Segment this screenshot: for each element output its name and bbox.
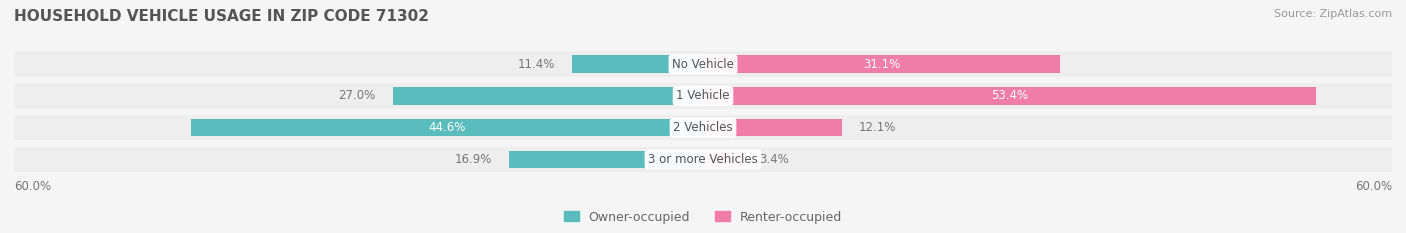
- Bar: [703, 83, 1392, 109]
- Text: 1 Vehicle: 1 Vehicle: [676, 89, 730, 103]
- Bar: [703, 115, 1392, 140]
- Text: Source: ZipAtlas.com: Source: ZipAtlas.com: [1274, 9, 1392, 19]
- Text: 60.0%: 60.0%: [14, 180, 51, 193]
- Bar: [572, 55, 703, 73]
- Legend: Owner-occupied, Renter-occupied: Owner-occupied, Renter-occupied: [558, 206, 848, 229]
- Bar: [703, 151, 742, 168]
- Bar: [703, 55, 1060, 73]
- Text: No Vehicle: No Vehicle: [672, 58, 734, 71]
- Bar: [14, 51, 703, 77]
- Text: 3 or more Vehicles: 3 or more Vehicles: [648, 153, 758, 166]
- Bar: [14, 115, 703, 140]
- Bar: [703, 51, 1392, 77]
- Bar: [14, 83, 703, 109]
- Text: 11.4%: 11.4%: [517, 58, 555, 71]
- Bar: [703, 147, 1392, 172]
- Bar: [509, 151, 703, 168]
- Bar: [14, 147, 703, 172]
- Bar: [392, 87, 703, 105]
- Text: 27.0%: 27.0%: [339, 89, 375, 103]
- Text: 53.4%: 53.4%: [991, 89, 1028, 103]
- Text: 3.4%: 3.4%: [759, 153, 789, 166]
- Bar: [191, 119, 703, 137]
- Text: 16.9%: 16.9%: [454, 153, 492, 166]
- Text: 12.1%: 12.1%: [859, 121, 897, 134]
- Text: HOUSEHOLD VEHICLE USAGE IN ZIP CODE 71302: HOUSEHOLD VEHICLE USAGE IN ZIP CODE 7130…: [14, 9, 429, 24]
- Bar: [703, 119, 842, 137]
- Text: 60.0%: 60.0%: [1355, 180, 1392, 193]
- Text: 31.1%: 31.1%: [863, 58, 900, 71]
- Bar: [703, 87, 1316, 105]
- Text: 44.6%: 44.6%: [429, 121, 465, 134]
- Text: 2 Vehicles: 2 Vehicles: [673, 121, 733, 134]
